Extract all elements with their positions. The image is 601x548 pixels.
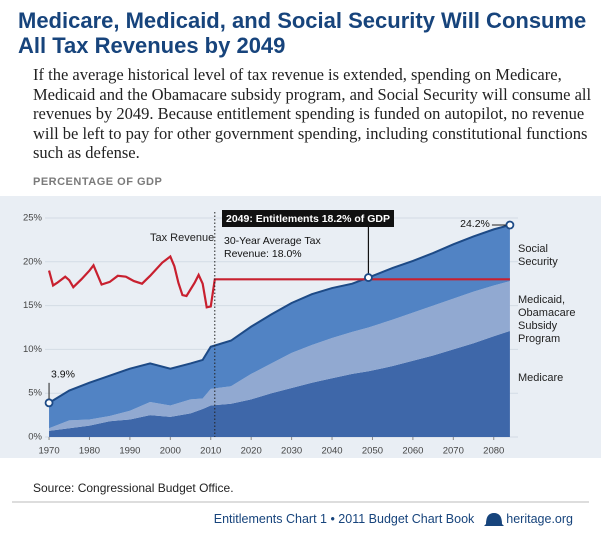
y-tick-label: 25% — [23, 213, 43, 224]
x-tick-label: 1990 — [119, 446, 140, 457]
x-tick-label: 2080 — [483, 446, 504, 457]
footer-text: Entitlements Chart 1 • 2011 Budget Chart… — [213, 512, 475, 526]
line — [47, 254, 510, 309]
y-tick-label: 0% — [28, 432, 42, 443]
legend-label: Medicaid, Obamacare Subsidy Program — [518, 294, 576, 345]
marker — [364, 273, 373, 282]
bell-icon — [484, 513, 504, 526]
area — [49, 331, 510, 437]
annotation: 30-Year Average Tax Revenue: 18.0% — [224, 235, 321, 260]
y-axis-label: PERCENTAGE OF GDP — [33, 176, 163, 188]
x-tick-label: 2030 — [281, 446, 302, 457]
y-tick-label: 5% — [28, 388, 42, 399]
area — [49, 281, 510, 431]
x-tick-label: 2000 — [160, 446, 181, 457]
chart-subtitle: If the average historical level of tax r… — [33, 65, 592, 162]
area — [49, 225, 510, 429]
marker — [44, 398, 54, 408]
annotation: 3.9% — [51, 369, 75, 381]
legend-label: Medicare — [518, 372, 564, 384]
callout-box — [222, 210, 394, 227]
footer-site: heritage.org — [506, 512, 573, 526]
x-tick-label: 2020 — [241, 446, 262, 457]
y-tick-label: 20% — [23, 256, 43, 267]
x-tick-label: 2060 — [402, 446, 423, 457]
x-tick-label: 2070 — [443, 446, 464, 457]
y-tick-label: 15% — [23, 300, 43, 311]
chart-title: Medicare, Medicaid, and Social Security … — [18, 8, 587, 58]
annotation: 2049: Entitlements 18.2% of GDP — [226, 213, 390, 225]
legend-label: Social Security — [518, 243, 558, 268]
x-tick-label: 1970 — [38, 446, 59, 457]
x-tick-label: 2040 — [321, 446, 342, 457]
source: Source: Congressional Budget Office. — [33, 481, 234, 495]
area-outline — [48, 224, 511, 404]
series-label: Tax Revenue — [150, 232, 215, 244]
x-tick-label: 1980 — [79, 446, 100, 457]
y-tick-label: 10% — [23, 344, 43, 355]
x-tick-label: 2050 — [362, 446, 383, 457]
marker — [505, 220, 515, 230]
x-tick-label: 2010 — [200, 446, 221, 457]
annotation: 24.2% — [460, 218, 490, 230]
footer: Entitlements Chart 1 • 2011 Budget Chart… — [214, 512, 573, 526]
